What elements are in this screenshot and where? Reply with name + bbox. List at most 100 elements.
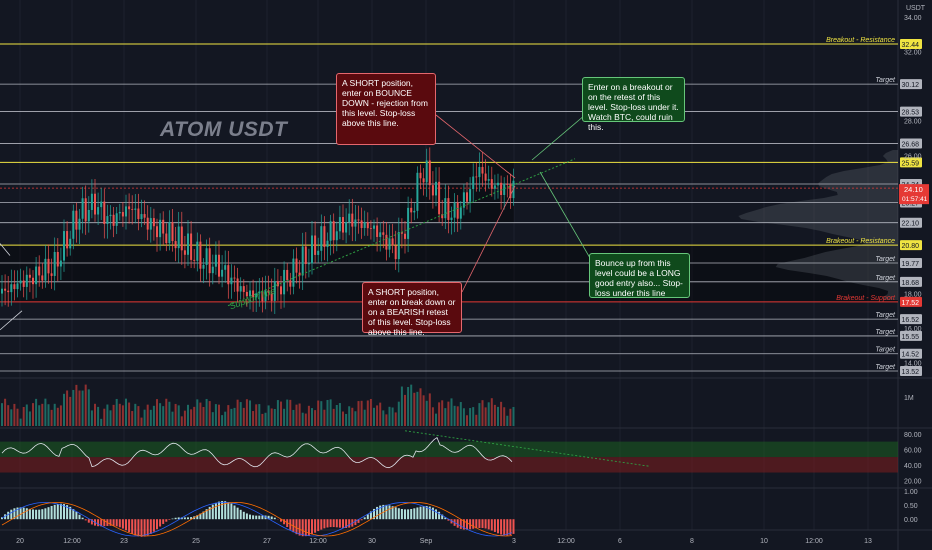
note-long-bottom[interactable]: Bounce up from this level could be a LON… — [589, 253, 690, 298]
level-price-label: 16.52 — [902, 317, 920, 324]
candle — [335, 231, 338, 241]
level-price-tag — [900, 276, 922, 287]
candle — [171, 222, 174, 242]
volume-bar — [366, 400, 369, 426]
macd-bar — [236, 507, 239, 520]
candle — [177, 226, 180, 249]
candle — [280, 286, 282, 295]
volume-bar — [180, 416, 183, 426]
note-short-bottom[interactable]: A SHORT position, enter on break down or… — [362, 282, 462, 337]
candle — [475, 176, 478, 178]
time-tick-label: 8 — [690, 538, 694, 545]
volume-bar — [497, 406, 499, 426]
candle — [211, 266, 214, 274]
candle — [425, 160, 428, 183]
time-tick-label: 13 — [864, 538, 872, 545]
macd-bar — [283, 519, 286, 525]
candle — [472, 176, 475, 190]
volume-bar — [391, 407, 394, 426]
macd-bar — [425, 506, 428, 520]
candle — [419, 172, 422, 179]
candle — [63, 231, 65, 261]
level-label: Target — [875, 312, 896, 319]
candle — [503, 184, 506, 195]
rsi-tick-label: 60.00 — [904, 447, 922, 454]
macd-bar — [59, 503, 62, 520]
level-price-label: 20.80 — [902, 243, 920, 250]
candle — [180, 226, 183, 251]
candle — [72, 210, 75, 239]
macd-bar — [125, 519, 127, 531]
macd-bar — [162, 519, 165, 524]
level-price-tag — [900, 257, 922, 268]
volume-bar — [211, 412, 214, 426]
macd-bar — [503, 519, 506, 536]
candle — [152, 218, 155, 227]
note-long-top[interactable]: Enter on a breakout or on the retest of … — [582, 77, 685, 132]
macd-bar — [190, 517, 193, 520]
macd-bar — [72, 509, 75, 520]
volume-axis-label: 1M — [904, 395, 914, 402]
candle — [19, 280, 22, 284]
candle — [360, 220, 363, 228]
candle — [100, 201, 103, 208]
volume-bar — [165, 398, 168, 426]
candle — [13, 284, 16, 290]
candle — [16, 283, 19, 290]
candle — [376, 225, 379, 237]
volume-bar — [466, 415, 468, 426]
level-price-tag — [900, 296, 922, 307]
macd-bar — [56, 504, 59, 520]
macd-bar — [273, 517, 276, 520]
macd-bar — [512, 519, 515, 534]
volume-bar — [447, 401, 450, 426]
volume-bar — [276, 400, 279, 426]
candle — [140, 214, 143, 220]
trend-line-left — [0, 310, 23, 331]
candle — [276, 281, 279, 287]
volume-bar — [193, 406, 196, 426]
note-short-top[interactable]: A SHORT position, enter on BOUNCE DOWN -… — [336, 73, 436, 145]
volume-bar — [273, 408, 276, 426]
macd-bar — [462, 519, 465, 530]
macd-bar — [75, 511, 78, 520]
macd-bar — [456, 519, 459, 528]
volume-bar — [1, 403, 3, 426]
level-price-label: 15.55 — [902, 334, 920, 341]
current-price-tag — [899, 184, 929, 205]
volume-bar — [478, 403, 481, 426]
volume-bar — [214, 404, 217, 426]
volume-bar — [10, 409, 13, 426]
volume-bar — [397, 401, 400, 426]
candle — [500, 182, 503, 195]
macd-bar — [261, 515, 264, 520]
macd-bar — [487, 519, 490, 530]
volume-bar — [385, 414, 388, 426]
candle — [348, 213, 351, 223]
macd-bar — [475, 519, 478, 529]
volume-bar — [171, 411, 174, 426]
volume-bar — [230, 408, 233, 426]
volume-bar — [56, 407, 59, 426]
candle — [202, 264, 205, 269]
macd-bar — [472, 519, 475, 529]
macd-bar — [422, 506, 425, 520]
macd-bar — [146, 519, 149, 536]
volume-bar — [394, 412, 397, 426]
volume-bar — [106, 404, 109, 426]
macd-bar — [140, 519, 143, 537]
candle — [363, 222, 366, 228]
candle — [22, 280, 25, 287]
volume-bar — [47, 404, 50, 426]
volume-bar — [298, 403, 301, 426]
candle — [143, 214, 146, 218]
macd-bar — [360, 519, 363, 521]
volume-bar — [332, 408, 335, 426]
volume-bar — [472, 407, 475, 426]
volume-bar — [264, 412, 267, 426]
macd-bar — [376, 506, 379, 520]
volume-bar — [270, 408, 273, 426]
candle — [382, 232, 385, 235]
volume-bar — [311, 408, 313, 426]
